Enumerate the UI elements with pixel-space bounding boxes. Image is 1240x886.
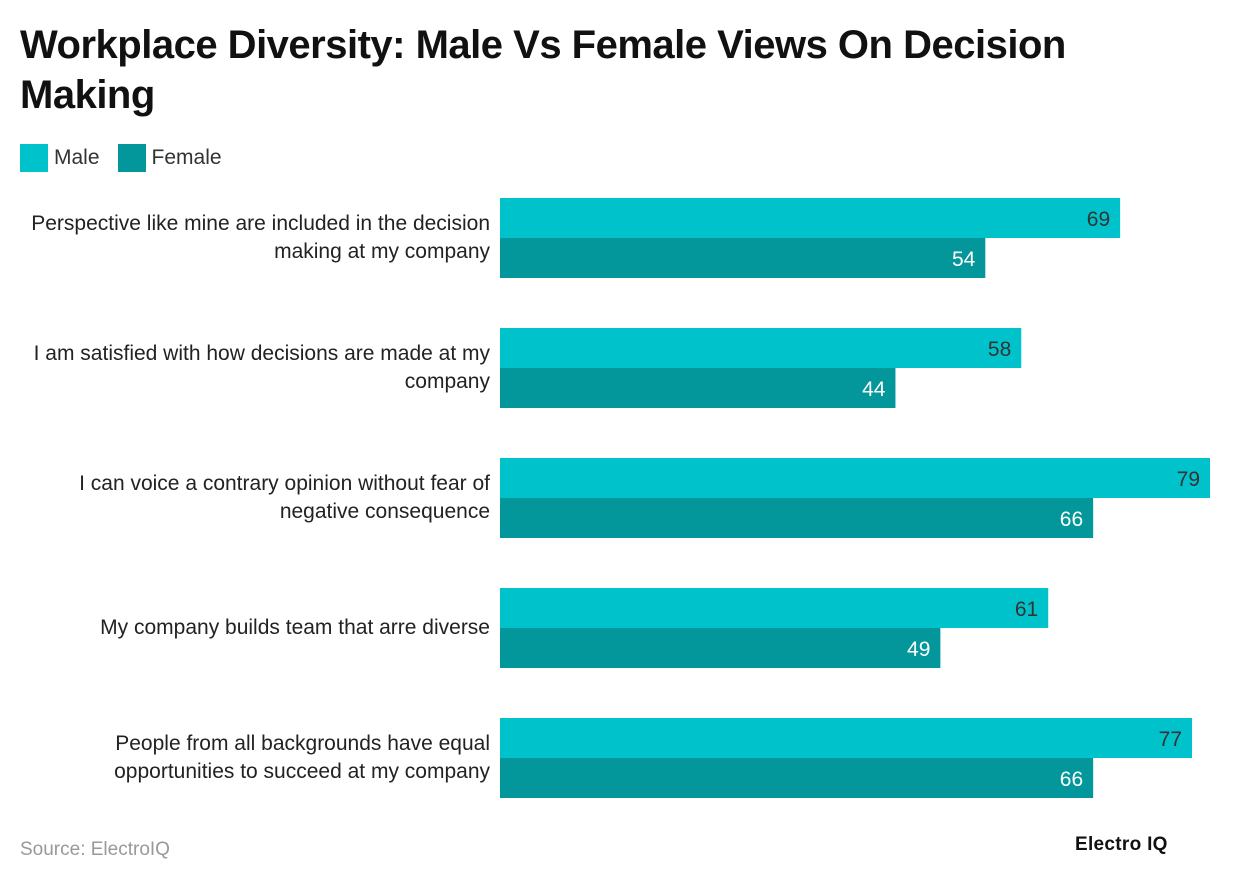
source-text: Source: ElectroIQ	[20, 839, 170, 860]
data-label-female: 54	[952, 248, 976, 271]
bar-female	[500, 238, 986, 278]
legend-swatch-male	[20, 144, 48, 172]
bar-female	[500, 498, 1094, 538]
category-label: People from all backgrounds have equal o…	[114, 732, 490, 783]
bar-male	[500, 458, 1210, 498]
category-label: I can voice a contrary opinion without f…	[79, 472, 490, 523]
bar-female	[500, 628, 941, 668]
legend-label-male: Male	[54, 146, 100, 169]
data-label-male: 69	[1087, 208, 1110, 231]
data-label-female: 66	[1060, 768, 1083, 791]
data-label-female: 49	[907, 638, 930, 661]
bar-male	[500, 588, 1049, 628]
data-label-female: 44	[862, 378, 886, 401]
bar-female	[500, 368, 896, 408]
category-label: Perspective like mine are included in th…	[31, 212, 490, 263]
legend-label-female: Female	[151, 146, 222, 169]
bar-male	[500, 718, 1193, 758]
legend-item-male: Male	[20, 144, 100, 172]
chart-title: Workplace Diversity: Male Vs Female View…	[20, 23, 1066, 117]
legend: Male Female	[20, 144, 222, 172]
bar-female	[500, 758, 1094, 798]
data-label-male: 79	[1177, 468, 1200, 491]
data-label-male: 77	[1159, 728, 1182, 751]
bar-male	[500, 198, 1121, 238]
legend-item-female: Female	[117, 144, 222, 172]
category-label: I am satisfied with how decisions are ma…	[33, 342, 490, 393]
legend-swatch-female	[117, 144, 146, 172]
data-label-female: 66	[1060, 508, 1083, 531]
data-label-male: 58	[988, 338, 1011, 361]
bar-male	[500, 328, 1022, 368]
electroiq-logo: Electro IQ	[1075, 834, 1168, 855]
category-label: My company builds team that arre diverse	[100, 616, 490, 639]
data-label-male: 61	[1015, 598, 1038, 621]
